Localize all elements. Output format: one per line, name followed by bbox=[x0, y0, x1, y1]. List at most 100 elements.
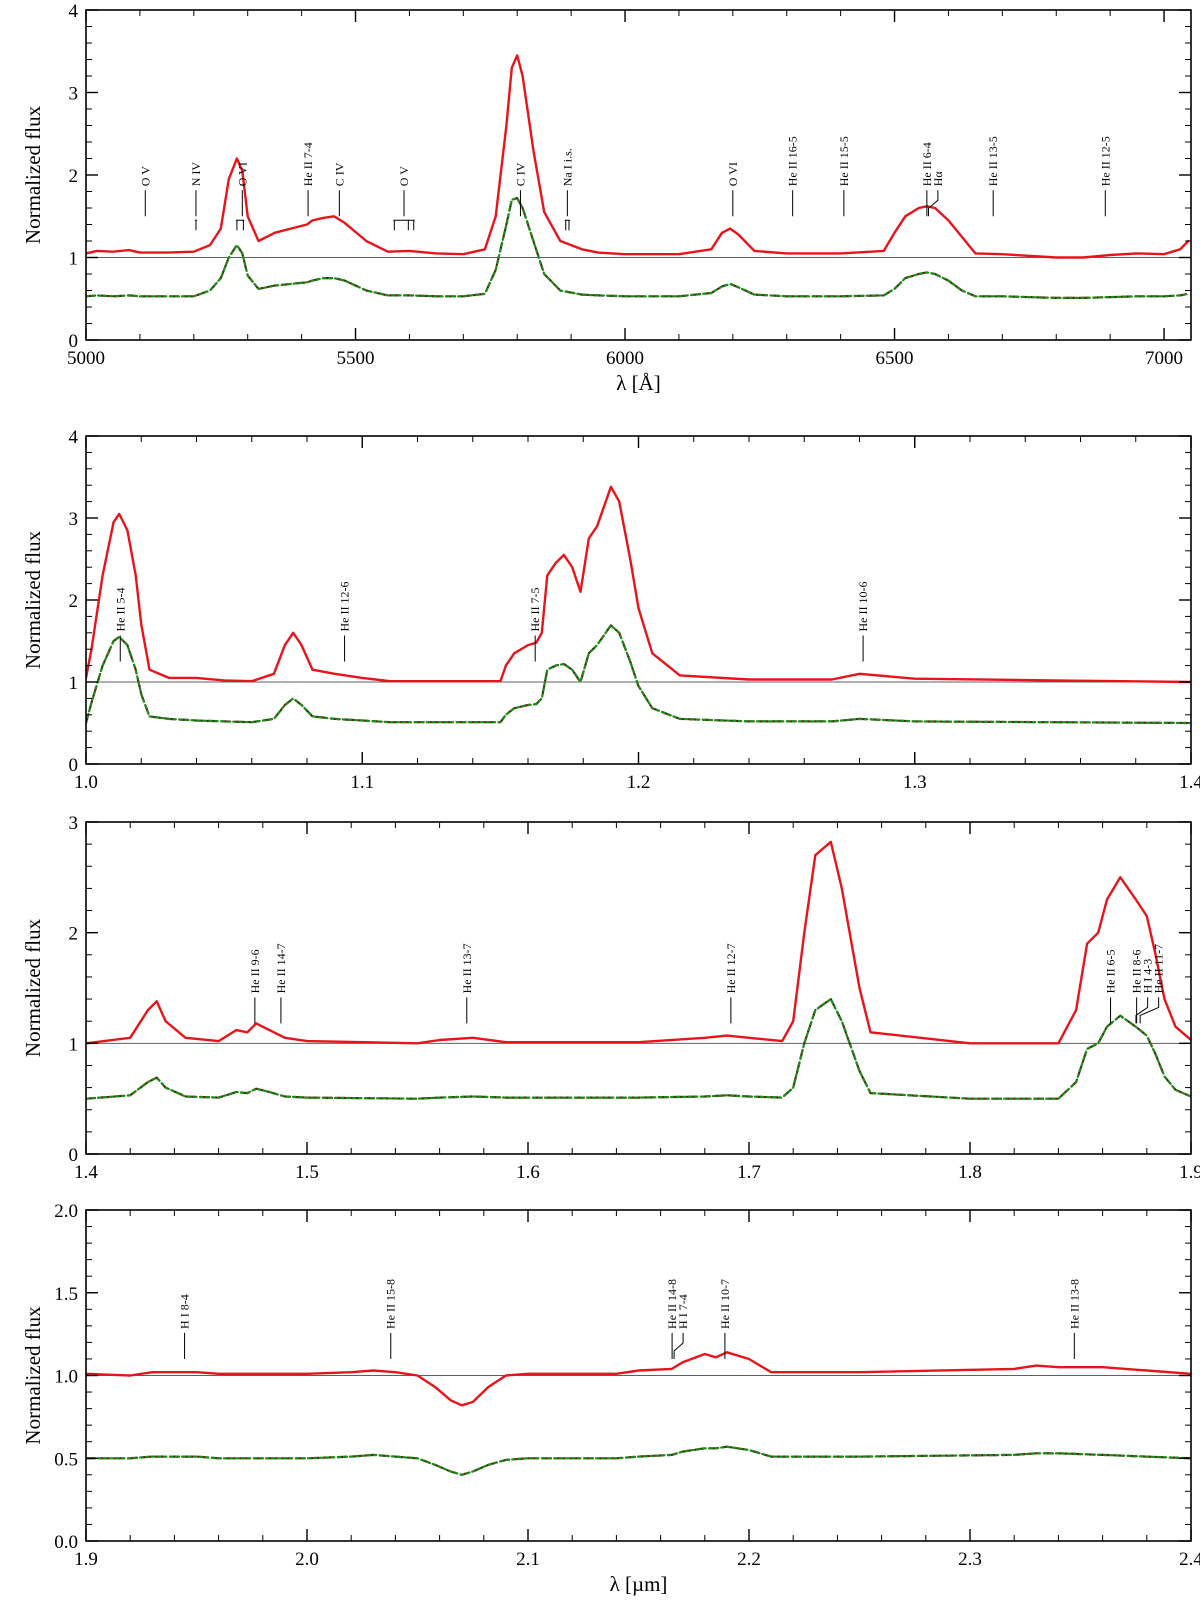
line-id-label: He II 14-7 bbox=[274, 943, 288, 993]
x-tick-label: 1.9 bbox=[74, 1549, 98, 1570]
line-id-marker bbox=[673, 1332, 684, 1359]
x-tick-label: 1.6 bbox=[516, 1162, 540, 1183]
line-id-label: C IV bbox=[513, 162, 527, 186]
series-model-dotted bbox=[86, 624, 1191, 725]
line-id-label: C IV bbox=[332, 162, 346, 186]
series-model-dotted bbox=[86, 1445, 1191, 1476]
x-tick-label: 1.7 bbox=[737, 1162, 761, 1183]
y-tick-label: 2 bbox=[69, 591, 79, 612]
x-tick-label: 1.5 bbox=[295, 1162, 319, 1183]
line-id-label: He II 16-5 bbox=[786, 136, 800, 186]
line-id-label: He II 13-7 bbox=[460, 943, 474, 993]
series-observed bbox=[86, 485, 1191, 684]
series-model-dashed bbox=[86, 624, 1191, 725]
series-model-dashed bbox=[86, 1445, 1191, 1476]
x-axis-label: λ [µm] bbox=[610, 1572, 668, 1596]
x-tick-label: 1.4 bbox=[1179, 772, 1200, 793]
line-id-label: He II 5-4 bbox=[113, 588, 127, 632]
x-tick-label: 1.0 bbox=[74, 772, 98, 793]
x-tick-label: 1.1 bbox=[350, 772, 374, 793]
line-id-label: He II 8-6 bbox=[1130, 949, 1144, 993]
line-id-label: He II 10-6 bbox=[856, 582, 870, 632]
plot-frame bbox=[85, 821, 1192, 1155]
y-tick-label: 0.0 bbox=[54, 1532, 78, 1553]
x-tick-label: 1.9 bbox=[1179, 1162, 1200, 1183]
line-id-label: He II 6-5 bbox=[1104, 949, 1118, 993]
line-id-label: O V bbox=[138, 166, 152, 186]
x-tick-label: 2.0 bbox=[295, 1549, 319, 1570]
x-tick-label: 2.1 bbox=[516, 1549, 540, 1570]
plot-frame bbox=[85, 9, 1192, 341]
x-tick-label: 5500 bbox=[337, 348, 375, 369]
x-tick-label: 2.3 bbox=[958, 1549, 982, 1570]
series-model-dashed bbox=[86, 197, 1190, 299]
line-id-label: He II 13-5 bbox=[986, 136, 1000, 186]
series-observed bbox=[86, 54, 1190, 259]
y-tick-label: 3 bbox=[69, 813, 79, 834]
line-id-label: H I 7-4 bbox=[676, 1294, 690, 1329]
x-tick-label: 2.4 bbox=[1179, 1549, 1200, 1570]
y-axis-label: Normalized flux bbox=[21, 1306, 45, 1445]
line-id-label: He II 7-5 bbox=[528, 588, 542, 632]
line-identifications: O V N IV O VI He II 7-4 C IV O V C IV Na I i.s.… bbox=[138, 136, 1112, 231]
y-tick-label: 1.0 bbox=[54, 1367, 78, 1388]
y-tick-label: 1 bbox=[69, 673, 79, 694]
line-id-label: He II 13-8 bbox=[1067, 1279, 1081, 1329]
y-tick-label: 2.0 bbox=[54, 1201, 78, 1222]
line-id-label: Hα bbox=[931, 171, 945, 187]
line-id-label: H I 8-4 bbox=[178, 1294, 192, 1329]
panel-k-band: 1.9 2.0 2.1 2.2 2.3 2.4 0.0 0.5 1.0 1.5 2.0 Normali… bbox=[21, 1201, 1200, 1596]
y-tick-label: 3 bbox=[69, 509, 79, 530]
plot-frame bbox=[85, 435, 1192, 765]
y-tick-label: 2 bbox=[69, 166, 79, 187]
line-id-label: He II 15-8 bbox=[384, 1279, 398, 1329]
x-tick-label: 1.8 bbox=[958, 1162, 982, 1183]
line-id-label: O VI bbox=[726, 162, 740, 186]
y-tick-label: 3 bbox=[69, 84, 79, 105]
y-tick-label: 2 bbox=[69, 924, 79, 945]
x-tick-label: 7000 bbox=[1145, 348, 1183, 369]
line-id-label: He II 11-7 bbox=[1152, 944, 1166, 994]
y-tick-label: 0 bbox=[69, 1145, 79, 1166]
y-tick-label: 4 bbox=[69, 427, 79, 448]
panel-optical: 5000 5500 6000 6500 7000 0 1 2 3 4 Normalized flux… bbox=[21, 1, 1192, 395]
series-model-dotted bbox=[86, 197, 1190, 299]
y-tick-label: 1 bbox=[69, 1034, 79, 1055]
line-id-label: H I 4-3 bbox=[1141, 959, 1155, 994]
y-axis-label: Normalized flux bbox=[21, 105, 45, 244]
panel-near-ir-2: 1.4 1.5 1.6 1.7 1.8 1.9 0 1 2 3 Normalized flux He … bbox=[21, 813, 1200, 1183]
line-id-marker bbox=[1135, 997, 1149, 1024]
y-tick-label: 0 bbox=[69, 331, 79, 352]
line-identifications: H I 8-4 He II 15-8 He II 14-8H I 7-4 He II … bbox=[178, 1279, 1081, 1359]
y-tick-label: 0 bbox=[69, 755, 79, 776]
line-id-marker bbox=[927, 190, 939, 217]
y-tick-label: 0.5 bbox=[54, 1449, 78, 1470]
x-tick-label: 6000 bbox=[606, 348, 644, 369]
line-identifications: He II 5-4 He II 12-6 He II 7-5 He II 10-6 bbox=[113, 582, 870, 662]
x-tick-label: 6500 bbox=[876, 348, 914, 369]
x-tick-label: 1.4 bbox=[74, 1162, 98, 1183]
line-id-marker bbox=[1139, 997, 1160, 1024]
line-id-label: O V bbox=[397, 166, 411, 186]
line-id-label: He II 12-6 bbox=[338, 582, 352, 632]
line-id-label: He II 6-4 bbox=[920, 142, 934, 186]
series-observed bbox=[86, 1351, 1191, 1407]
x-tick-label: 2.2 bbox=[737, 1549, 761, 1570]
line-identifications: He II 9-6 He II 14-7 He II 13-7 He II 12-7 H… bbox=[248, 943, 1166, 1024]
line-id-label: O VI bbox=[235, 162, 249, 186]
y-tick-label: 4 bbox=[69, 1, 79, 22]
x-tick-label: 5000 bbox=[67, 348, 105, 369]
y-tick-label: 1 bbox=[69, 249, 79, 270]
panel-near-ir-1: 1.0 1.1 1.2 1.3 1.4 0 1 2 3 4 Normalized flux He II… bbox=[21, 427, 1200, 793]
y-tick-label: 1.5 bbox=[54, 1284, 78, 1305]
line-id-label: He II 14-8 bbox=[665, 1279, 679, 1329]
line-id-label: He II 15-5 bbox=[837, 136, 851, 186]
y-axis-label: Normalized flux bbox=[21, 918, 45, 1057]
x-tick-label: 1.3 bbox=[903, 772, 927, 793]
y-axis-label: Normalized flux bbox=[21, 530, 45, 669]
line-id-label: He II 7-4 bbox=[301, 142, 315, 186]
line-id-label: Na I i.s. bbox=[560, 148, 574, 186]
line-id-label: He II 10-7 bbox=[718, 1279, 732, 1329]
x-axis-label: λ [Å] bbox=[616, 371, 661, 395]
